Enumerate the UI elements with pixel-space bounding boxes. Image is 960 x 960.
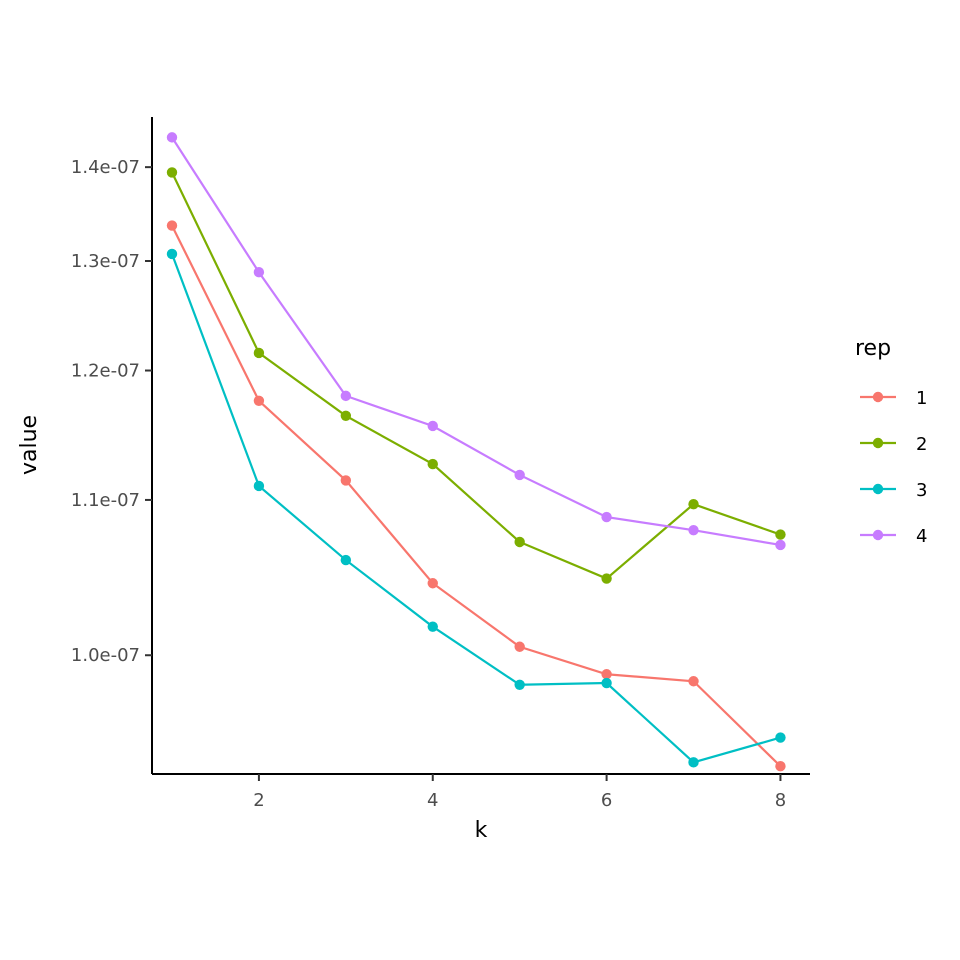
series-line-2 bbox=[171, 171, 781, 580]
legend-label: 2 bbox=[916, 434, 927, 455]
data-point-series-3 bbox=[688, 757, 699, 768]
data-point-series-1 bbox=[601, 669, 612, 680]
y-tick-label: 1.4e-07 bbox=[71, 157, 140, 178]
series-lines bbox=[170, 136, 782, 768]
y-axis-ticks: 1.0e-07 1.1e-07 1.2e-07 1.3e-07 1.4e-07 bbox=[71, 157, 152, 666]
series-line-1 bbox=[171, 225, 782, 768]
data-point-series-2 bbox=[775, 529, 786, 540]
data-point-series-1 bbox=[688, 676, 699, 687]
data-point-series-4 bbox=[340, 390, 352, 402]
data-point-series-2 bbox=[166, 167, 178, 178]
legend-label: 3 bbox=[916, 480, 927, 501]
data-point-series-4 bbox=[514, 469, 525, 481]
data-point-series-3 bbox=[775, 732, 786, 743]
data-point-series-2 bbox=[427, 458, 438, 470]
data-point-series-1 bbox=[340, 475, 352, 486]
series-points bbox=[166, 132, 786, 772]
legend-label: 1 bbox=[916, 388, 927, 409]
data-point-series-2 bbox=[601, 573, 612, 584]
legend-key-point bbox=[872, 391, 884, 403]
x-tick-label: 2 bbox=[253, 790, 264, 811]
data-point-series-1 bbox=[775, 761, 786, 772]
data-point-series-1 bbox=[514, 641, 525, 652]
data-point-series-4 bbox=[253, 267, 265, 278]
data-point-series-3 bbox=[601, 677, 612, 689]
legend-key-point bbox=[872, 483, 884, 495]
data-point-series-2 bbox=[688, 498, 699, 510]
data-point-series-3 bbox=[427, 621, 438, 632]
data-point-series-2 bbox=[340, 410, 352, 422]
data-point-series-3 bbox=[514, 679, 525, 690]
legend-items: 1 2 3 4 bbox=[860, 388, 927, 547]
data-point-series-4 bbox=[775, 539, 786, 551]
x-tick-label: 4 bbox=[427, 790, 438, 811]
data-point-series-1 bbox=[253, 395, 265, 407]
data-point-series-4 bbox=[601, 511, 612, 523]
legend-key-point bbox=[872, 529, 884, 541]
data-point-series-4 bbox=[166, 132, 178, 143]
data-point-series-3 bbox=[166, 248, 178, 260]
legend-label: 4 bbox=[916, 526, 927, 547]
legend: rep 1 2 3 4 bbox=[855, 336, 927, 547]
x-axis-title: k bbox=[475, 818, 488, 843]
data-point-series-1 bbox=[166, 220, 178, 231]
x-tick-label: 8 bbox=[775, 790, 786, 811]
data-point-series-1 bbox=[427, 578, 438, 589]
legend-key-point bbox=[872, 437, 884, 449]
x-axis-ticks: 2 4 6 8 bbox=[253, 774, 786, 811]
series-line-4 bbox=[171, 136, 781, 547]
data-point-series-4 bbox=[427, 420, 438, 432]
data-point-series-2 bbox=[514, 536, 525, 548]
y-tick-label: 1.1e-07 bbox=[71, 490, 140, 511]
y-tick-label: 1.2e-07 bbox=[71, 361, 140, 382]
series-line-3 bbox=[170, 253, 781, 764]
data-point-series-4 bbox=[688, 524, 699, 536]
x-tick-label: 6 bbox=[601, 790, 612, 811]
data-point-series-3 bbox=[340, 554, 352, 566]
y-tick-label: 1.0e-07 bbox=[71, 645, 140, 666]
y-tick-label: 1.3e-07 bbox=[71, 251, 140, 272]
y-axis-title: value bbox=[17, 415, 42, 475]
data-point-series-3 bbox=[253, 480, 265, 492]
legend-title: rep bbox=[855, 336, 891, 361]
data-point-series-2 bbox=[253, 347, 265, 359]
